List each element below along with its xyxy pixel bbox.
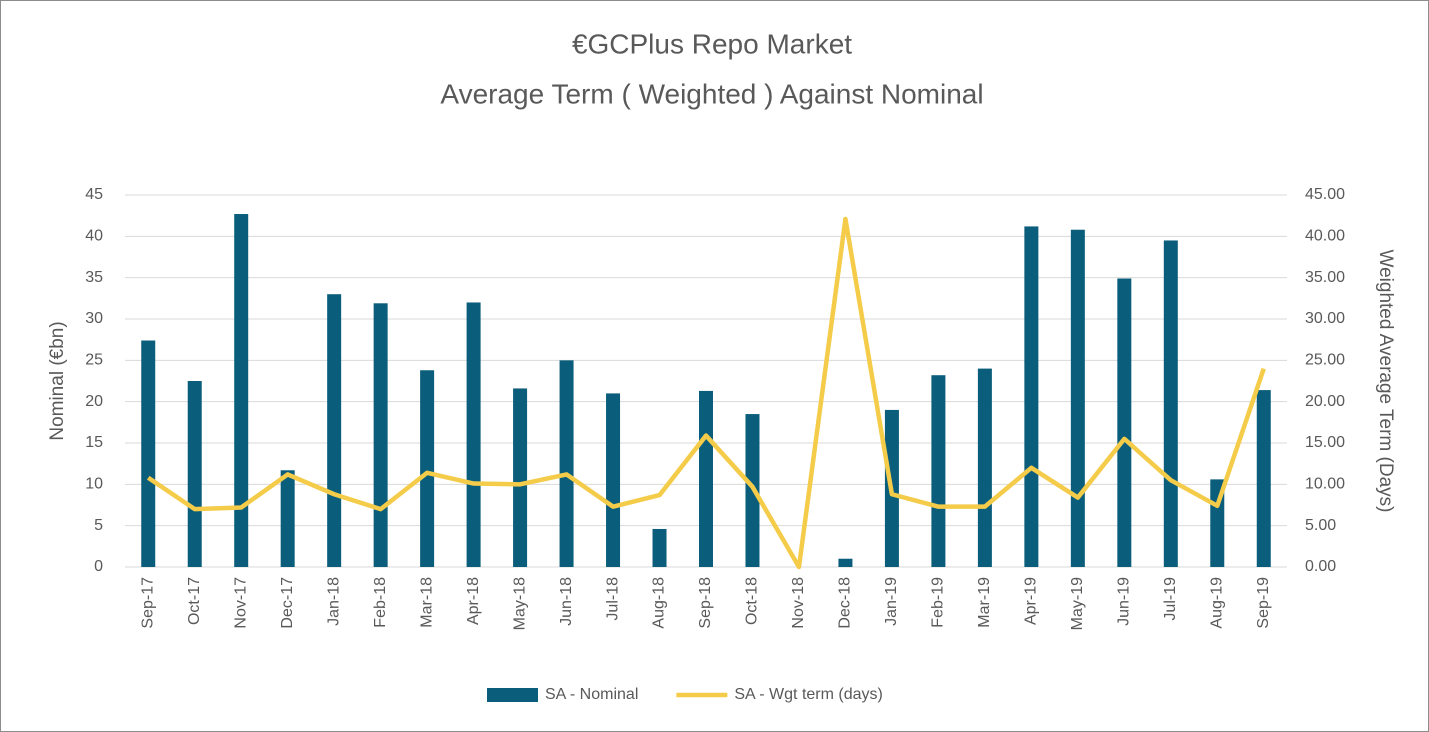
legend-label: SA - Nominal xyxy=(545,686,638,703)
x-tick-label: Sep-18 xyxy=(697,577,714,629)
bar xyxy=(466,302,481,567)
y2-tick-label: 45.00 xyxy=(1305,186,1345,203)
x-tick-label: Mar-19 xyxy=(976,577,993,628)
y2-tick-label: 20.00 xyxy=(1305,393,1345,410)
y2-axis-title: Weighted Average Term (Days) xyxy=(1375,250,1396,513)
y2-tick-label: 15.00 xyxy=(1305,434,1345,451)
x-tick-label: Sep-19 xyxy=(1255,577,1272,629)
legend-swatch xyxy=(487,688,538,702)
x-tick-label: Jun-19 xyxy=(1116,577,1133,626)
x-tick-label: Aug-18 xyxy=(651,577,668,629)
bar xyxy=(327,294,342,567)
bar xyxy=(931,375,946,567)
bar xyxy=(699,390,713,567)
x-tick-label: Aug-19 xyxy=(1208,577,1225,629)
x-tick-label: Oct-17 xyxy=(186,577,203,625)
chart-subtitle: Average Term ( Weighted ) Against Nomina… xyxy=(440,78,983,109)
bar xyxy=(1117,278,1132,567)
y-tick-label: 20 xyxy=(85,393,103,410)
x-tick-label: Feb-18 xyxy=(372,577,389,628)
y2-tick-label: 35.00 xyxy=(1305,269,1345,286)
x-tick-label: Nov-17 xyxy=(232,577,249,629)
y-tick-label: 10 xyxy=(85,476,103,493)
legend-label: SA - Wgt term (days) xyxy=(734,686,882,703)
y-tick-label: 35 xyxy=(85,269,103,286)
y2-tick-label: 10.00 xyxy=(1305,476,1345,493)
y-tick-label: 40 xyxy=(85,228,103,245)
x-tick-label: Dec-17 xyxy=(279,577,296,629)
x-tick-label: Sep-17 xyxy=(139,577,156,629)
bar xyxy=(977,368,992,567)
bar xyxy=(513,388,528,567)
x-tick-label: May-19 xyxy=(1069,577,1086,630)
y2-tick-label: 40.00 xyxy=(1305,228,1345,245)
y2-tick-label: 30.00 xyxy=(1305,310,1345,327)
line xyxy=(146,216,1266,570)
y-tick-label: 15 xyxy=(85,434,103,451)
x-tick-label: May-18 xyxy=(511,577,528,630)
x-tick-label: Feb-19 xyxy=(930,577,947,628)
y-tick-label: 45 xyxy=(85,186,103,203)
y-tick-label: 0 xyxy=(94,558,103,575)
bar xyxy=(1163,240,1178,567)
y2-tick-label: 25.00 xyxy=(1305,352,1345,369)
x-tick-label: Apr-18 xyxy=(465,577,482,625)
y2-tick-label: 0.00 xyxy=(1305,558,1336,575)
x-tick-label: Jan-18 xyxy=(325,577,342,626)
bar xyxy=(652,528,667,567)
x-tick-label: Jan-19 xyxy=(883,577,900,626)
y-axis-title: Nominal (€bn) xyxy=(47,321,68,440)
x-tick-label: Mar-18 xyxy=(418,577,435,628)
y-tick-label: 30 xyxy=(85,310,103,327)
bar xyxy=(187,381,202,567)
x-tick-label: Jun-18 xyxy=(558,577,575,626)
bar xyxy=(1024,226,1039,567)
bar xyxy=(280,470,295,567)
bar xyxy=(1070,229,1085,567)
y2-tick-label: 5.00 xyxy=(1305,517,1336,534)
bar xyxy=(606,393,621,567)
x-tick-label: Dec-18 xyxy=(837,577,854,629)
y-tick-label: 25 xyxy=(85,352,103,369)
x-tick-label: Jul-18 xyxy=(604,577,621,621)
x-tick-label: Jul-19 xyxy=(1162,577,1179,621)
x-tick-label: Nov-18 xyxy=(790,577,807,629)
bar xyxy=(1256,390,1271,567)
bar xyxy=(559,360,574,567)
y-tick-label: 5 xyxy=(94,517,103,534)
chart-title: €GCPlus Repo Market xyxy=(572,28,852,59)
bar xyxy=(141,340,156,567)
x-tick-label: Oct-18 xyxy=(744,577,761,625)
bar xyxy=(373,303,388,567)
bar xyxy=(234,214,249,567)
x-tick-label: Apr-19 xyxy=(1023,577,1040,625)
bar xyxy=(838,558,853,567)
bar xyxy=(420,370,435,567)
